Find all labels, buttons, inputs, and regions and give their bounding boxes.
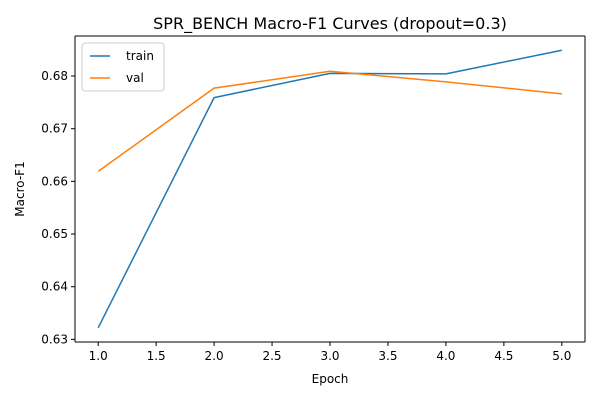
x-tick-label: 2.0 [205,349,224,363]
x-tick-label: 4.5 [494,349,513,363]
x-tick-label: 4.0 [436,349,455,363]
x-tick-label: 5.0 [552,349,571,363]
y-axis-ticks: 0.63 0.64 0.65 0.66 0.67 0.68 [41,69,75,346]
y-axis-label: Macro-F1 [13,161,27,216]
y-tick-label: 0.64 [41,280,68,294]
x-tick-label: 3.5 [378,349,397,363]
chart-title: SPR_BENCH Macro-F1 Curves (dropout=0.3) [153,14,507,34]
y-tick-label: 0.67 [41,122,68,136]
x-axis-label: Epoch [312,372,349,386]
y-tick-label: 0.63 [41,332,68,346]
x-tick-label: 3.0 [320,349,339,363]
x-tick-label: 1.0 [89,349,108,363]
y-tick-label: 0.68 [41,69,68,83]
legend-label-val: val [126,71,144,85]
x-tick-label: 1.5 [147,349,166,363]
legend-box [81,42,165,92]
y-tick-label: 0.65 [41,227,68,241]
series-lines [97,49,562,329]
x-axis-ticks: 1.0 1.5 2.0 2.5 3.0 3.5 4.0 4.5 5.0 [89,342,571,363]
y-tick-label: 0.66 [41,174,68,188]
x-tick-label: 2.5 [262,349,281,363]
legend-label-train: train [126,49,154,63]
legend: train val [81,42,165,92]
